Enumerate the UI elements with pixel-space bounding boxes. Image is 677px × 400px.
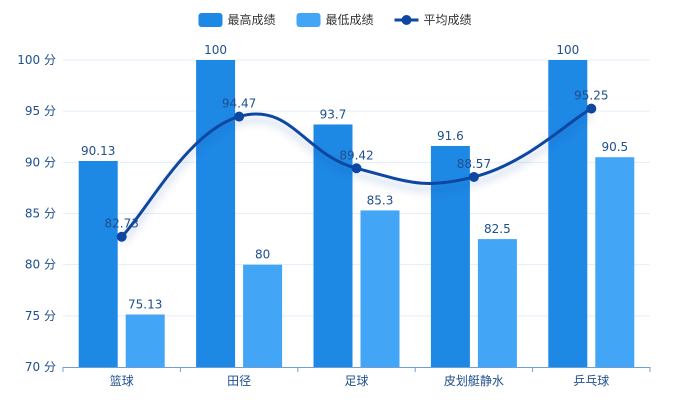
x-category-label: 田径 [227,374,251,388]
x-category-label: 皮划艇静水 [444,374,504,388]
bar-value-label: 80 [255,248,270,262]
bar-value-label: 90.13 [81,144,115,158]
y-tick-label: 70 分 [25,360,56,374]
y-tick-label: 100 分 [17,53,56,67]
y-tick-label: 80 分 [25,258,56,272]
legend-label: 最低成绩 [326,13,374,27]
bar-value-label: 75.13 [128,298,162,312]
bar-min[interactable] [125,314,165,367]
average-value-label: 82.73 [105,217,139,231]
bar-value-label: 82.5 [484,222,511,236]
average-point[interactable] [234,111,245,122]
x-axis: 篮球 田径 足球 皮划艇静水 乒乓球 [62,367,651,388]
y-tick-label: 95 分 [25,104,56,118]
legend-item[interactable]: 最低成绩 [296,13,374,27]
y-axis: 70 分 75 分 80 分 85 分 90 分 95 分 100 分 [17,53,56,374]
average-point[interactable] [468,171,479,182]
legend[interactable]: 最高成绩 最低成绩 平均成绩 [198,12,472,27]
y-tick-label: 90 分 [25,155,56,169]
bar-value-label: 100 [204,43,227,57]
average-value-label: 95.25 [574,89,608,103]
legend-item[interactable]: 最高成绩 [198,12,276,27]
legend-item[interactable]: 平均成绩 [394,13,472,27]
bar-min[interactable] [595,157,635,367]
y-tick-label: 85 分 [25,207,56,221]
legend-swatch [198,13,223,27]
bar-max[interactable] [196,60,236,367]
legend-label: 最高成绩 [228,12,276,27]
average-line-path [120,107,593,238]
bar-min[interactable] [360,210,400,367]
bar-max[interactable] [548,60,588,367]
bar-min[interactable] [477,239,517,367]
average-point[interactable] [351,163,362,174]
legend-swatch [296,13,321,27]
legend-label: 平均成绩 [424,13,472,27]
average-line: 82.73 94.47 89.42 88.57 95.25 [105,89,608,242]
bar-value-label: 85.3 [367,193,394,207]
bar-value-label: 100 [556,43,579,57]
x-category-label: 足球 [344,374,368,388]
bar-value-label: 91.6 [437,129,464,143]
average-value-label: 89.42 [339,148,373,162]
average-point[interactable] [116,231,127,242]
average-point[interactable] [586,103,597,114]
bars: 90.13 100 93.7 91.6 100 75.13 80 85.3 82.5 90.5 [78,43,635,367]
bar-value-label: 93.7 [320,107,347,121]
bar-value-label: 90.5 [601,140,628,154]
average-value-label: 88.57 [457,157,491,171]
average-value-label: 94.47 [222,97,256,111]
bar-max[interactable] [78,161,118,367]
y-tick-label: 75 分 [25,309,56,323]
bar-min[interactable] [243,264,283,367]
x-category-label: 乒乓球 [573,374,609,388]
legend-swatch-marker [401,15,412,25]
x-category-label: 篮球 [110,373,134,388]
